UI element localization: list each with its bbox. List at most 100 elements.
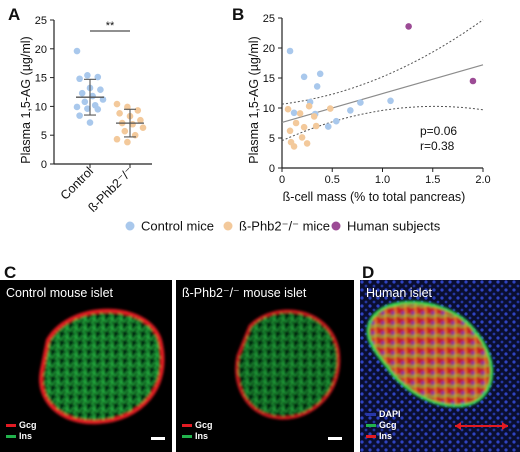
ins-label-right: Ins bbox=[195, 431, 208, 441]
panel-a-point bbox=[78, 89, 86, 97]
panel-letter-d: D bbox=[362, 263, 374, 282]
panel-a-point bbox=[76, 75, 83, 83]
panel-a-point bbox=[97, 86, 104, 93]
panel-b-p-value: p=0.06 bbox=[420, 124, 457, 138]
panel-a-y-tick-label: 10 bbox=[35, 101, 47, 113]
legend-swatch-human bbox=[331, 221, 341, 231]
dapi-label: DAPI bbox=[379, 409, 401, 419]
panel-b-point bbox=[405, 23, 412, 30]
legend: Control mice ß-Phb2⁻/⁻ mice Human subjec… bbox=[125, 219, 441, 234]
panel-b-point bbox=[296, 110, 304, 117]
panel-a-point bbox=[131, 131, 139, 139]
gcg-label-human: Gcg bbox=[379, 420, 397, 430]
panel-b-point bbox=[298, 134, 306, 141]
panel-a-point bbox=[113, 100, 121, 108]
gcg-label-left: Gcg bbox=[19, 420, 37, 430]
panel-a-point bbox=[84, 105, 91, 113]
panel-b-y-tick-label: 25 bbox=[263, 13, 275, 25]
panel-b-confidence-upper bbox=[281, 19, 484, 105]
ins-swatch-right bbox=[182, 435, 192, 438]
panel-letter-a: A bbox=[8, 5, 20, 24]
panel-b-x-tick-label: 1.5 bbox=[425, 174, 440, 186]
panel-a-point bbox=[94, 73, 102, 81]
panel-a-point bbox=[116, 110, 123, 117]
panel-b-point bbox=[312, 122, 320, 130]
ins-swatch-left bbox=[6, 435, 16, 438]
panel-b-point bbox=[347, 107, 354, 114]
scale-arrow-heads bbox=[455, 422, 508, 430]
gcg-swatch-left bbox=[6, 424, 16, 427]
panel-b-marks bbox=[281, 19, 484, 150]
panel-a-point bbox=[73, 103, 81, 111]
panel-a-point bbox=[139, 124, 147, 132]
panel-b-point bbox=[300, 123, 308, 131]
ins-label-human: Ins bbox=[379, 431, 392, 441]
panel-a-point bbox=[86, 119, 94, 126]
panel-a-y-tick-label: 25 bbox=[35, 15, 47, 27]
panel-b-point bbox=[300, 73, 308, 81]
panel-b-point bbox=[290, 143, 298, 150]
panel-b-point bbox=[290, 109, 298, 117]
panel-b-y-axis-label: Plasma 1,5-AG (µg/ml) bbox=[247, 36, 261, 163]
panel-letter-b: B bbox=[232, 5, 244, 24]
panel-b-y-tick-label: 5 bbox=[269, 133, 275, 145]
panel-b-x-tick-label: 1.0 bbox=[375, 174, 390, 186]
panel-a-point bbox=[137, 116, 144, 124]
panel-a-y-tick-label: 5 bbox=[41, 130, 47, 142]
panel-b-point bbox=[332, 117, 340, 125]
panel-b-point bbox=[286, 47, 294, 55]
panel-b-y-tick-label: 0 bbox=[269, 163, 275, 175]
ins-swatch-human bbox=[366, 435, 376, 438]
panel-a-point bbox=[113, 135, 121, 143]
panel-b-point bbox=[326, 105, 334, 112]
panel-a-point bbox=[76, 112, 83, 119]
panel-a-point bbox=[84, 71, 91, 79]
scale-bar-right bbox=[328, 437, 342, 440]
panel-a-point bbox=[99, 96, 107, 103]
gcg-swatch-right bbox=[182, 424, 192, 427]
panel-a-y-tick-label: 0 bbox=[41, 159, 47, 171]
panel-b-point bbox=[324, 123, 332, 130]
panel-b-point bbox=[469, 77, 477, 85]
panel-b-x-tick-label: 2.0 bbox=[475, 174, 490, 186]
gcg-swatch-human bbox=[366, 424, 376, 427]
scale-bar-left bbox=[151, 437, 165, 440]
gcg-label-right: Gcg bbox=[195, 420, 213, 430]
panel-b-x-tick-label: 0 bbox=[279, 174, 285, 186]
panel-a-point bbox=[124, 103, 131, 111]
panel-b-point bbox=[286, 127, 294, 135]
panel-b-point bbox=[316, 70, 324, 78]
panel-a-marks: ** bbox=[73, 20, 147, 146]
panel-b-plot: Plasma 1,5-AG (µg/ml) ß-cell mass (% to … bbox=[247, 13, 491, 204]
panel-a-point bbox=[94, 105, 102, 113]
panel-b-point bbox=[387, 97, 394, 105]
panel-b-point bbox=[303, 140, 311, 147]
panel-b-axes: 0 5 10 15 20 25 0 0.5 1.0 1.5 2.0 bbox=[263, 13, 491, 186]
panel-a-point bbox=[121, 127, 129, 135]
panel-b-y-tick-label: 15 bbox=[263, 73, 275, 85]
panel-b-x-axis-label: ß-cell mass (% to total pancreas) bbox=[283, 190, 466, 204]
legend-label-control: Control mice bbox=[141, 219, 214, 234]
panel-letter-c: C bbox=[4, 263, 16, 282]
panel-b-x-tick-label: 0.5 bbox=[325, 174, 340, 186]
panel-b-y-tick-label: 20 bbox=[263, 43, 275, 55]
panel-b-y-tick-label: 10 bbox=[263, 103, 275, 115]
panel-a-y-axis-label: Plasma 1,5-AG (µg/ml) bbox=[19, 36, 33, 163]
panel-b-point bbox=[313, 83, 321, 90]
panel-a-x-tick-label: Control bbox=[58, 164, 96, 202]
panel-a-point bbox=[73, 47, 81, 55]
panel-b-r-value: r=0.38 bbox=[420, 139, 455, 153]
panel-b-point bbox=[310, 113, 318, 120]
panel-a-y-tick-label: 20 bbox=[35, 44, 47, 56]
panel-b-point bbox=[305, 102, 313, 110]
knockout-islet-image: ß-Phb2⁻/⁻ mouse islet Gcg Ins bbox=[176, 280, 354, 452]
panel-b-point bbox=[284, 105, 292, 113]
panel-a-point bbox=[124, 138, 131, 146]
panel-b-point bbox=[357, 99, 364, 106]
panel-a-y-tick-label: 15 bbox=[35, 73, 47, 85]
control-islet-image: Control mouse islet Gcg Ins bbox=[0, 280, 172, 452]
legend-swatch-knockout bbox=[223, 221, 233, 231]
human-islet-title: Human islet bbox=[366, 286, 433, 300]
knockout-islet-title: ß-Phb2⁻/⁻ mouse islet bbox=[182, 286, 307, 300]
